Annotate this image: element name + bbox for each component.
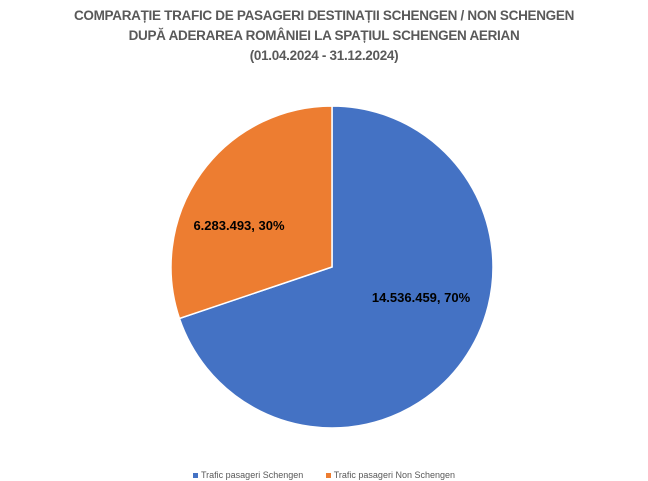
legend-swatch-non-schengen — [325, 473, 331, 479]
legend-item-non-schengen: Trafic pasageri Non Schengen — [325, 470, 455, 480]
legend-swatch-schengen — [193, 473, 198, 479]
data-label-schengen: 14.536.459, 70% — [372, 290, 471, 305]
pie-slice-schengen — [178, 105, 494, 429]
legend-label-schengen: Trafic pasageri Schengen — [201, 470, 304, 480]
data-label-non-schengen: 6.283.493, 30% — [193, 218, 285, 233]
chart-title: COMPARAȚIE TRAFIC DE PASAGERI DESTINAȚII… — [0, 6, 648, 66]
legend: Trafic pasageri Schengen Trafic pasageri… — [0, 470, 648, 480]
title-line-2: DUPĂ ADERAREA ROMÂNIEI LA SPAȚIUL SCHENG… — [128, 28, 520, 43]
title-line-3: (01.04.2024 - 31.12.2024) — [249, 48, 399, 63]
legend-label-non-schengen: Trafic pasageri Non Schengen — [333, 470, 455, 480]
title-line-1: COMPARAȚIE TRAFIC DE PASAGERI DESTINAȚII… — [73, 8, 575, 23]
legend-item-schengen: Trafic pasageri Schengen — [193, 470, 303, 480]
pie-slice-non-schengen — [170, 105, 333, 320]
